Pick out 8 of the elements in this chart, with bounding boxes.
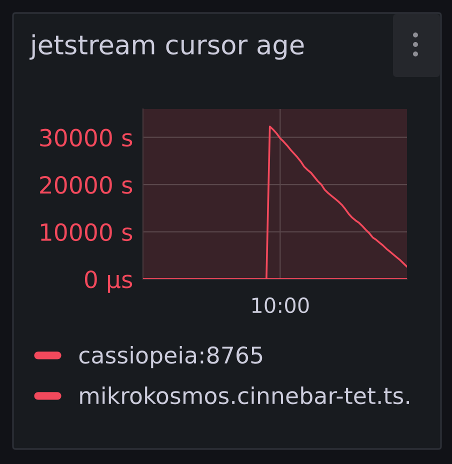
y-tick-label: 20000 s <box>40 176 132 194</box>
legend-label: cassiopeia:8765 <box>79 346 262 368</box>
y-tick-label: 0 µs <box>84 270 132 293</box>
chart-title: jetstream cursor age <box>30 34 304 60</box>
y-tick-label: 30000 s <box>40 128 132 147</box>
y-tick-label: 10000 s <box>40 223 132 242</box>
legend-label: mikrokosmos.cinnebar-tet.ts. <box>80 386 409 404</box>
x-tick-label: 10:00 <box>252 297 309 314</box>
